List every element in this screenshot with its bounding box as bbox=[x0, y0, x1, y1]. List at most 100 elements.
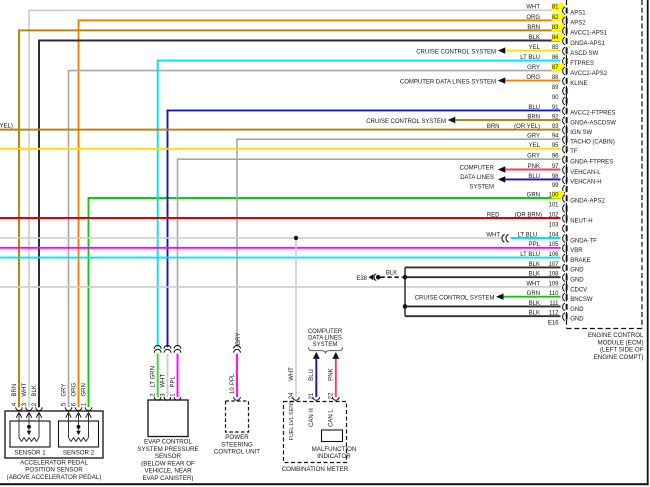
svg-text:YEL: YEL bbox=[529, 45, 541, 51]
svg-text:GNDA-APS1: GNDA-APS1 bbox=[570, 41, 605, 47]
svg-text:GRN: GRN bbox=[527, 291, 540, 297]
svg-text:SENSOR: SENSOR bbox=[155, 453, 182, 460]
svg-text:81: 81 bbox=[552, 5, 559, 11]
svg-text:BLK: BLK bbox=[386, 271, 397, 277]
svg-text:3: 3 bbox=[22, 402, 28, 406]
svg-text:90: 90 bbox=[552, 95, 559, 101]
svg-text:GRN: GRN bbox=[81, 383, 87, 396]
svg-text:21: 21 bbox=[309, 392, 315, 399]
svg-text:CDCV: CDCV bbox=[570, 287, 587, 293]
svg-text:CRUISE CONTROL SYSTEM: CRUISE CONTROL SYSTEM bbox=[416, 49, 496, 55]
svg-text:1: 1 bbox=[81, 402, 87, 406]
svg-text:111: 111 bbox=[549, 301, 559, 307]
svg-text:ACCELERATOR PEDAL: ACCELERATOR PEDAL bbox=[20, 460, 88, 467]
svg-text:EVAP CANISTER): EVAP CANISTER) bbox=[142, 475, 193, 482]
svg-text:COMPUTER DATA LINES SYSTEM: COMPUTER DATA LINES SYSTEM bbox=[400, 79, 496, 85]
svg-text:WHT: WHT bbox=[526, 5, 540, 11]
svg-text:104: 104 bbox=[548, 232, 559, 238]
svg-text:107: 107 bbox=[548, 262, 559, 268]
svg-text:101: 101 bbox=[548, 202, 559, 208]
svg-text:PNK: PNK bbox=[528, 164, 540, 170]
svg-text:COMBINATION METER: COMBINATION METER bbox=[282, 466, 349, 473]
svg-text:22: 22 bbox=[329, 392, 335, 399]
svg-text:BRAKE: BRAKE bbox=[570, 258, 590, 264]
svg-text:SYSTEM: SYSTEM bbox=[313, 342, 338, 348]
svg-text:TF: TF bbox=[570, 149, 578, 155]
svg-text:(ABOVE ACCELERATOR PEDAL): (ABOVE ACCELERATOR PEDAL) bbox=[7, 474, 102, 481]
svg-text:102: 102 bbox=[548, 212, 559, 218]
svg-text:LT BLU: LT BLU bbox=[520, 55, 540, 61]
svg-text:FTPRES: FTPRES bbox=[570, 61, 594, 67]
svg-text:84: 84 bbox=[552, 35, 559, 41]
svg-text:6: 6 bbox=[71, 402, 77, 406]
svg-text:BLU: BLU bbox=[309, 369, 315, 381]
svg-text:MALFUNCTION: MALFUNCTION bbox=[312, 446, 357, 453]
svg-text:94: 94 bbox=[552, 134, 559, 140]
svg-text:BRN: BRN bbox=[12, 384, 18, 397]
svg-text:95: 95 bbox=[552, 143, 559, 149]
svg-text:COMPUTER: COMPUTER bbox=[308, 329, 343, 335]
svg-text:SENSOR 2: SENSOR 2 bbox=[63, 449, 95, 456]
svg-text:DATA LINES: DATA LINES bbox=[308, 336, 342, 342]
svg-text:BLK: BLK bbox=[529, 272, 540, 278]
svg-text:AVCC2-FTPRES: AVCC2-FTPRES bbox=[570, 111, 615, 117]
svg-text:VEHCAN-H: VEHCAN-H bbox=[570, 180, 601, 186]
svg-text:PPL: PPL bbox=[170, 375, 176, 387]
svg-text:BLU: BLU bbox=[528, 105, 540, 111]
svg-text:WHT: WHT bbox=[526, 281, 540, 287]
svg-text:GRY: GRY bbox=[61, 384, 67, 397]
svg-text:10: 10 bbox=[230, 387, 236, 394]
svg-text:WHT: WHT bbox=[289, 367, 295, 381]
svg-text:GRY: GRY bbox=[527, 154, 540, 160]
svg-text:BRN: BRN bbox=[487, 124, 500, 130]
svg-text:COMPUTER: COMPUTER bbox=[460, 165, 495, 171]
svg-text:MODULE (ECM): MODULE (ECM) bbox=[597, 339, 643, 346]
svg-text:BLK: BLK bbox=[529, 301, 540, 307]
svg-text:106: 106 bbox=[548, 252, 559, 258]
svg-text:82: 82 bbox=[552, 15, 559, 21]
svg-text:ORG: ORG bbox=[526, 75, 540, 81]
svg-text:PNK: PNK bbox=[329, 368, 335, 380]
svg-text:EVAP CONTROL: EVAP CONTROL bbox=[144, 439, 192, 446]
svg-text:AVCC2-APS2: AVCC2-APS2 bbox=[570, 71, 608, 77]
svg-text:WHT: WHT bbox=[22, 383, 28, 397]
svg-text:PPL: PPL bbox=[529, 242, 541, 248]
svg-text:SYSTEM: SYSTEM bbox=[469, 185, 494, 191]
svg-text:93: 93 bbox=[552, 124, 559, 130]
svg-text:APS1: APS1 bbox=[570, 11, 586, 17]
svg-text:96: 96 bbox=[552, 154, 559, 160]
svg-text:86: 86 bbox=[552, 55, 559, 61]
svg-text:BLK: BLK bbox=[529, 262, 540, 268]
svg-text:88: 88 bbox=[552, 75, 559, 81]
svg-text:INDICATOR: INDICATOR bbox=[317, 453, 351, 460]
svg-text:APS2: APS2 bbox=[570, 21, 586, 27]
svg-text:GNDA-APS2: GNDA-APS2 bbox=[570, 198, 605, 204]
svg-text:1: 1 bbox=[170, 393, 176, 397]
svg-text:FUEL LVL SENS: FUEL LVL SENS bbox=[289, 400, 295, 441]
svg-text:97: 97 bbox=[552, 164, 559, 170]
svg-text:GRY: GRY bbox=[527, 65, 540, 71]
svg-text:105: 105 bbox=[548, 242, 559, 248]
svg-text:BLK: BLK bbox=[529, 311, 540, 317]
svg-text:GND: GND bbox=[570, 268, 584, 274]
svg-text:E38: E38 bbox=[356, 276, 367, 282]
svg-text:(YEL): (YEL) bbox=[0, 124, 13, 130]
svg-text:VBR: VBR bbox=[570, 248, 583, 254]
svg-text:109: 109 bbox=[548, 281, 559, 287]
svg-text:87: 87 bbox=[552, 65, 559, 71]
svg-text:CAN H: CAN H bbox=[309, 408, 315, 427]
svg-text:2: 2 bbox=[151, 393, 157, 397]
svg-text:ENGINE CONTROL: ENGINE CONTROL bbox=[588, 332, 644, 339]
svg-text:103: 103 bbox=[548, 222, 559, 228]
svg-text:2: 2 bbox=[32, 402, 38, 406]
svg-text:KLINE: KLINE bbox=[570, 81, 587, 87]
svg-text:BLK: BLK bbox=[32, 385, 38, 396]
svg-text:CRUISE CONTROL SYSTEM: CRUISE CONTROL SYSTEM bbox=[366, 119, 446, 125]
svg-text:SYSTEM PRESSURE: SYSTEM PRESSURE bbox=[137, 446, 198, 453]
svg-text:GRY: GRY bbox=[236, 333, 242, 346]
svg-text:5: 5 bbox=[61, 402, 67, 406]
svg-text:83: 83 bbox=[552, 25, 559, 31]
svg-text:112: 112 bbox=[549, 311, 559, 317]
svg-text:ASCD SW: ASCD SW bbox=[570, 51, 598, 57]
svg-text:GND: GND bbox=[570, 278, 584, 284]
